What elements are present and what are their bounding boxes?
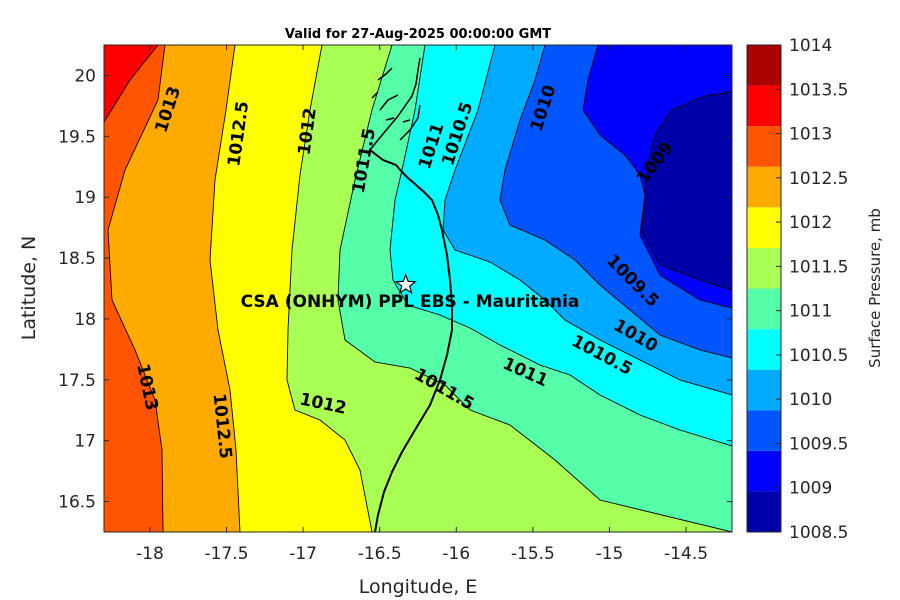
colorbar-swatch bbox=[747, 450, 781, 492]
contour-line-1011 bbox=[389, 45, 732, 447]
colorbar-swatch bbox=[747, 410, 781, 451]
x-tick-label: -14.5 bbox=[664, 544, 708, 564]
y-tick-label: 19 bbox=[74, 188, 96, 208]
contour-line-1010 bbox=[499, 45, 732, 359]
colorbar-swatch bbox=[747, 85, 781, 127]
contour-line-1012-5 bbox=[209, 45, 241, 532]
y-tick-label: 20 bbox=[74, 66, 96, 86]
colorbar: 1014 1013.5 1013 1012.5 1012 1011.5 1011 1010.5… bbox=[747, 36, 848, 543]
site-label: CSA (ONHYM) PPL EBS - Mauritania bbox=[241, 292, 580, 312]
colorbar-tick-label: 1009 bbox=[789, 479, 832, 499]
colorbar-swatch bbox=[747, 247, 781, 289]
coastline-mainland bbox=[369, 149, 453, 532]
colorbar-frame bbox=[746, 44, 782, 533]
contour-line-1013 bbox=[107, 45, 166, 532]
colorbar-tick-label: 1011 bbox=[789, 302, 832, 322]
colorbar-swatch bbox=[747, 166, 781, 208]
y-axis: 16.5 17 17.5 18 18.5 19 19.5 20 bbox=[58, 66, 732, 513]
colorbar-tick-label: 1009.5 bbox=[789, 434, 848, 454]
coastline-banc-arguin bbox=[369, 57, 421, 151]
colorbar-swatch bbox=[747, 329, 781, 370]
colorbar-swatch bbox=[747, 369, 781, 411]
x-axis: -18 -17.5 -17 -16.5 -16 -15.5 -15 -14.5 bbox=[136, 45, 708, 564]
band-1008-5 bbox=[642, 92, 732, 290]
contour-line-1009 bbox=[641, 91, 732, 291]
contour-line-1013-5 bbox=[104, 45, 159, 123]
colorbar-swatch bbox=[747, 207, 781, 248]
y-tick-label: 17 bbox=[74, 432, 96, 452]
map-title: Valid for 27-Aug-2025 00:00:00 GMT bbox=[285, 27, 551, 42]
x-tick-label: -16 bbox=[442, 544, 470, 564]
colorbar-tick-label: 1012 bbox=[789, 213, 832, 233]
y-tick-label: 19.5 bbox=[58, 127, 96, 147]
pressure-bands bbox=[104, 45, 732, 532]
colorbar-swatch bbox=[747, 45, 781, 86]
colorbar-tick-label: 1010 bbox=[789, 390, 832, 410]
y-axis-label: Latitude, N bbox=[18, 236, 40, 341]
x-tick-label: -18 bbox=[136, 544, 164, 564]
contour-line-1009-5 bbox=[582, 45, 732, 309]
colorbar-tick-label: 1008.5 bbox=[789, 523, 848, 543]
colorbar-tick-label: 1014 bbox=[789, 36, 832, 56]
x-tick-label: -15 bbox=[596, 544, 624, 564]
colorbar-tick-label: 1013 bbox=[789, 125, 832, 145]
x-tick-label: -17.5 bbox=[205, 544, 249, 564]
y-tick-label: 16.5 bbox=[58, 493, 96, 513]
x-axis-label: Longitude, E bbox=[359, 576, 478, 598]
x-tick-label: -17 bbox=[289, 544, 317, 564]
contour-line-1010-5 bbox=[442, 45, 732, 396]
colorbar-label: Surface Pressure, mb bbox=[866, 208, 884, 368]
colorbar-tick-label: 1011.5 bbox=[789, 257, 848, 277]
colorbar-tick-label: 1010.5 bbox=[789, 346, 848, 366]
x-tick-label: -15.5 bbox=[511, 544, 555, 564]
y-tick-label: 18 bbox=[74, 310, 96, 330]
colorbar-tick-label: 1012.5 bbox=[789, 169, 848, 189]
colorbar-swatch bbox=[747, 491, 781, 532]
colorbar-tick-label: 1013.5 bbox=[789, 80, 848, 100]
contour-line-1012 bbox=[286, 45, 373, 532]
site-star-icon bbox=[394, 273, 417, 295]
plot-frame bbox=[103, 44, 733, 533]
y-tick-label: 17.5 bbox=[58, 371, 96, 391]
x-tick-label: -16.5 bbox=[358, 544, 402, 564]
colorbar-swatch bbox=[747, 288, 781, 330]
contour-lines bbox=[104, 45, 732, 532]
colorbar-swatch bbox=[747, 126, 781, 167]
coastline bbox=[369, 57, 453, 532]
contour-line-1011-5 bbox=[337, 45, 732, 532]
y-tick-label: 18.5 bbox=[58, 249, 96, 269]
